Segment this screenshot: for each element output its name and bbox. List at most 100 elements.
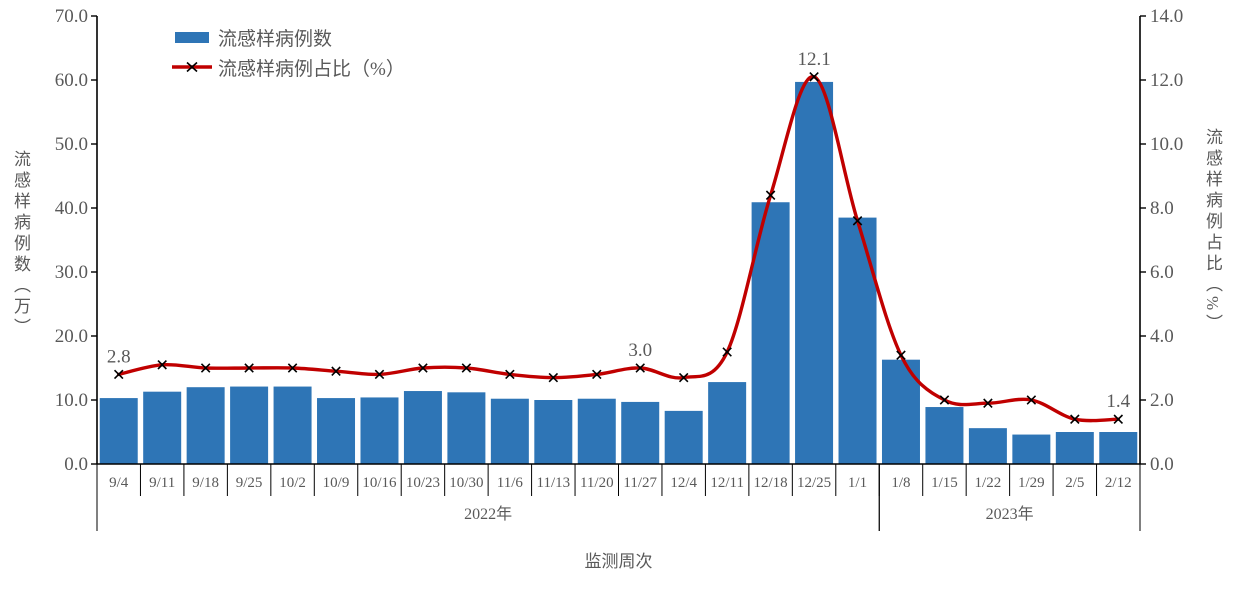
bar: [708, 382, 747, 464]
x-marker-icon: [113, 369, 124, 380]
date-label: 11/6: [497, 475, 524, 491]
date-label: 1/8: [891, 475, 910, 491]
bar: [664, 410, 703, 464]
bar: [403, 391, 442, 464]
right-axis-tick-label: 12.0: [1150, 70, 1183, 91]
bar: [925, 407, 964, 464]
date-label: 12/11: [710, 475, 744, 491]
x-marker-icon: [331, 366, 341, 376]
left-axis-tick-label: 60.0: [55, 70, 88, 91]
date-label: 12/25: [797, 475, 831, 491]
x-marker-icon: [765, 190, 776, 200]
left-axis-tick-label: 0.0: [64, 454, 88, 475]
x-marker-icon: [983, 398, 993, 408]
left-axis-tick-label: 20.0: [55, 326, 88, 347]
x-marker-icon: [461, 363, 472, 373]
x-marker-icon: [1070, 414, 1080, 424]
date-label: 9/11: [149, 475, 175, 491]
date-label: 10/23: [406, 475, 440, 491]
data-annotation: 3.0: [628, 340, 652, 361]
x-axis-title: 监测周次: [585, 552, 653, 571]
bar: [360, 397, 399, 464]
date-label: 9/25: [236, 475, 263, 491]
legend-label-percentage: 流感样病例占比（%）: [218, 58, 405, 80]
x-marker-icon: [635, 363, 645, 373]
data-annotation: 12.1: [797, 49, 830, 70]
bar: [143, 391, 182, 464]
data-annotation: 1.4: [1106, 391, 1130, 412]
x-marker-icon: [678, 372, 689, 383]
right-axis-tick-label: 8.0: [1150, 198, 1174, 219]
x-marker-icon: [287, 363, 298, 373]
x-marker-icon: [809, 72, 819, 82]
right-axis-tick-label: 2.0: [1150, 390, 1174, 411]
x-marker-icon: [896, 350, 906, 360]
date-label: 12/4: [670, 475, 697, 491]
year-group-label: 2023年: [986, 505, 1034, 523]
legend-label-cases: 流感样病例数: [218, 28, 333, 50]
x-marker-icon: [548, 372, 559, 383]
x-marker-icon: [244, 363, 254, 373]
right-axis-tick-label: 6.0: [1150, 262, 1174, 283]
date-label: 2/5: [1065, 475, 1084, 491]
date-label: 9/4: [109, 475, 129, 491]
x-marker-icon: [1026, 395, 1037, 405]
x-marker-icon: [418, 363, 428, 373]
right-axis-tick-label: 4.0: [1150, 326, 1174, 347]
right-axis-title: 流感样病例占比（%）: [1203, 128, 1222, 336]
date-label: 10/2: [279, 475, 306, 491]
right-axis-tick-label: 10.0: [1150, 134, 1183, 155]
bar: [186, 387, 225, 464]
legend-item-percentage: 流感样病例占比（%）: [172, 52, 405, 82]
right-axis-tick-label: 14.0: [1150, 6, 1183, 27]
x-marker-icon: [157, 360, 167, 370]
date-label: 11/13: [537, 475, 571, 491]
date-label: 10/16: [362, 475, 397, 491]
bar: [273, 386, 312, 464]
date-label: 10/9: [323, 475, 350, 491]
bar: [795, 81, 834, 465]
left-axis-tick-label: 40.0: [55, 198, 88, 219]
x-marker-icon: [505, 369, 515, 380]
bar: [490, 398, 529, 464]
date-label: 12/18: [754, 475, 788, 491]
bar: [621, 401, 660, 464]
x-marker-icon: [1113, 414, 1124, 424]
date-label: 10/30: [449, 475, 483, 491]
date-label: 1/29: [1018, 475, 1045, 491]
left-axis-tick-label: 30.0: [55, 262, 88, 283]
line-series-swatch-icon: [172, 60, 212, 74]
bar-series-swatch-icon: [172, 31, 212, 43]
legend: 流感样病例数 流感样病例占比（%）: [172, 22, 405, 82]
left-axis-title: 流感样病例数（万）: [11, 150, 30, 339]
bar: [534, 400, 573, 464]
bar: [317, 398, 356, 464]
bar: [447, 392, 486, 464]
percentage-line: [117, 75, 1120, 423]
date-label: 1/1: [848, 475, 867, 491]
legend-item-cases: 流感样病例数: [172, 22, 405, 52]
bar: [230, 386, 269, 464]
left-axis-tick-label: 70.0: [55, 6, 88, 27]
bar: [1099, 432, 1138, 464]
date-label: 1/22: [975, 475, 1002, 491]
left-axis-tick-label: 10.0: [55, 390, 88, 411]
date-label: 11/27: [623, 475, 657, 491]
x-marker-icon: [200, 363, 211, 373]
right-axis-tick-label: 0.0: [1150, 454, 1174, 475]
bar: [1012, 434, 1051, 464]
bar: [968, 428, 1007, 464]
bar: [577, 398, 616, 464]
x-marker-icon: [722, 347, 732, 357]
left-axis-tick-label: 50.0: [55, 134, 88, 155]
x-marker-icon: [374, 369, 385, 380]
date-label: 2/12: [1105, 475, 1132, 491]
x-marker-icon: [592, 369, 602, 380]
bar: [99, 398, 138, 464]
x-marker-icon: [852, 216, 863, 226]
bar: [838, 217, 877, 464]
data-annotation: 2.8: [107, 346, 131, 367]
date-label: 11/20: [580, 475, 614, 491]
